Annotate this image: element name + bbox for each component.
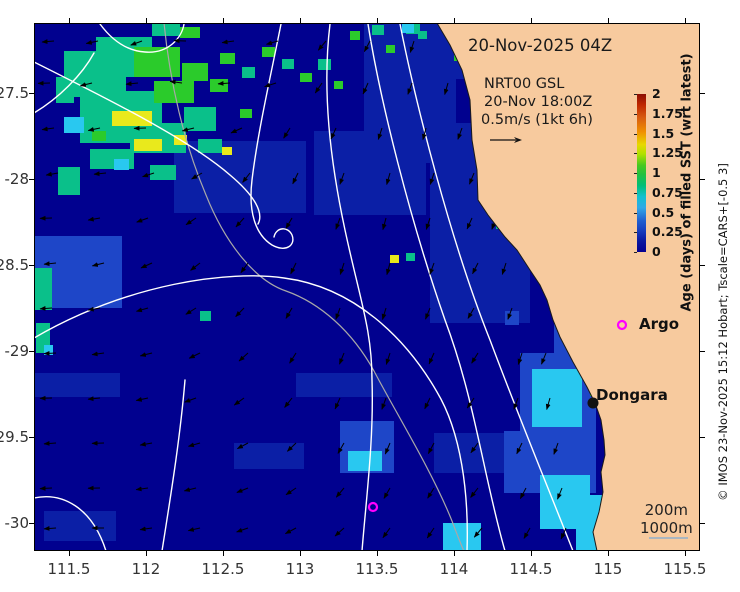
colorbar-tick <box>634 153 637 155</box>
x-tick-bottom <box>531 551 532 556</box>
bathymetry-contour-1000m <box>163 23 465 551</box>
colorbar-tick-label: 2 <box>652 86 661 101</box>
colorbar-tick-label: 1.75 <box>652 105 683 121</box>
x-tick-label: 114 <box>439 560 469 578</box>
colorbar-tick-label: 1.5 <box>652 125 675 141</box>
y-tick-label: -28 <box>4 170 30 188</box>
x-tick-bottom <box>608 551 609 556</box>
x-tick-top <box>223 18 224 23</box>
vector-scale-arrow-icon <box>489 130 523 149</box>
colorbar-tick-label: 0.5 <box>652 204 675 220</box>
x-tick-top <box>685 18 686 23</box>
argo-float-marker-2 <box>367 501 379 513</box>
valid-time-label: 20-Nov 18:00Z <box>484 94 593 110</box>
current-vectors <box>37 38 567 540</box>
colorbar-tick <box>634 232 637 234</box>
contour-legend-1000m: 1000m <box>640 519 693 537</box>
x-tick-label: 112 <box>131 560 161 578</box>
x-tick-label: 115 <box>593 560 623 578</box>
x-tick-bottom <box>146 551 147 556</box>
x-tick-bottom <box>300 551 301 556</box>
ocean-map-svg[interactable] <box>34 23 700 551</box>
x-tick-label: 113.5 <box>355 560 399 578</box>
colorbar-tick-label: 0.75 <box>652 184 683 200</box>
colorbar-tick <box>634 192 637 194</box>
y-tick-label: -28.5 <box>0 256 29 274</box>
bathymetry-contour-200m <box>34 23 574 551</box>
colorbar <box>637 94 646 252</box>
map-border <box>34 23 700 551</box>
x-tick-bottom <box>223 551 224 556</box>
y-tick-label: -27.5 <box>0 84 29 102</box>
x-tick-bottom <box>454 551 455 556</box>
copyright-attribution: © IMOS 23-Nov-2025 15:12 Hobart; Tscale=… <box>716 163 730 501</box>
datetime-label: 20-Nov-2025 04Z <box>468 36 613 55</box>
vector-scale-label: 0.5m/s (1kt 6h) <box>481 112 593 128</box>
colorbar-tick <box>634 94 637 95</box>
y-tick-right <box>700 265 705 266</box>
map-canvas[interactable] <box>34 23 700 551</box>
y-tick-right <box>700 437 705 438</box>
y-tick-left <box>29 523 34 524</box>
x-tick-bottom <box>69 551 70 556</box>
dongara-place-label: Dongara <box>596 386 668 404</box>
x-tick-top <box>531 18 532 23</box>
y-tick-left <box>29 93 34 94</box>
x-tick-top <box>377 18 378 23</box>
x-tick-label: 114.5 <box>509 560 553 578</box>
dongara-marker-dot <box>587 397 599 409</box>
y-tick-label: -29.5 <box>0 428 29 446</box>
colorbar-tick <box>634 133 637 135</box>
x-tick-top <box>608 18 609 23</box>
y-tick-right <box>700 93 705 94</box>
colorbar-tick-label: 0 <box>652 244 661 259</box>
x-tick-bottom <box>377 551 378 556</box>
model-name-label: NRT00 GSL <box>484 76 565 92</box>
y-tick-left <box>29 179 34 180</box>
colorbar-tick <box>634 252 637 253</box>
x-tick-label: 113 <box>285 560 315 578</box>
x-tick-label: 112.5 <box>201 560 245 578</box>
colorbar-tick <box>634 173 637 174</box>
y-tick-left <box>29 265 34 266</box>
x-tick-top <box>146 18 147 23</box>
colorbar-tick-label: 1.25 <box>652 145 683 161</box>
argo-float-label: Argo <box>639 315 680 333</box>
contour-legend-1000m-line <box>649 537 688 539</box>
contour-legend-200m: 200m <box>644 501 688 519</box>
x-tick-top <box>300 18 301 23</box>
y-tick-right <box>700 523 705 524</box>
x-tick-top <box>454 18 455 23</box>
y-tick-right <box>700 351 705 352</box>
x-tick-bottom <box>685 551 686 556</box>
argo-float-marker <box>616 319 628 331</box>
colorbar-tick <box>634 212 637 214</box>
colorbar-tick-label: 0.25 <box>652 224 683 240</box>
x-tick-label: 111.5 <box>47 560 91 578</box>
land-polygon <box>436 23 700 551</box>
y-tick-left <box>29 351 34 352</box>
colorbar-tick <box>634 113 637 115</box>
colorbar-axis-label: Age (days) of filled SST (wrt latest) <box>679 53 695 312</box>
x-tick-label: 115.5 <box>663 560 707 578</box>
colorbar-tick-label: 1 <box>652 165 661 180</box>
y-tick-label: -30 <box>4 514 30 532</box>
y-tick-left <box>29 437 34 438</box>
y-tick-label: -29 <box>4 342 30 360</box>
x-tick-top <box>69 18 70 23</box>
y-tick-right <box>700 179 705 180</box>
